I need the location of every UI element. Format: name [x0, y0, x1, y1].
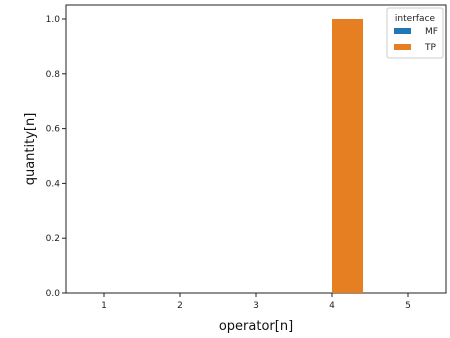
y-tick-label: 0.0: [46, 289, 61, 299]
x-tick-label: 1: [101, 301, 107, 311]
plot-area: [65, 4, 447, 294]
y-tick-label: 0.6: [46, 125, 61, 135]
y-axis-label: quantity[n]: [23, 113, 38, 186]
x-axis: 1 2 3 4 5: [101, 293, 411, 311]
bars-group: [332, 19, 363, 293]
y-tick-label: 1.0: [46, 15, 61, 25]
y-tick-label: 0.4: [46, 179, 61, 189]
legend-label-tp: TP: [424, 43, 436, 53]
legend-label-mf: MF: [425, 27, 438, 37]
legend-swatch-tp: [394, 44, 411, 50]
y-axis: 0.0 0.2 0.4 0.6 0.8 1.0: [46, 15, 66, 299]
legend-swatch-mf: [394, 28, 411, 34]
y-tick-label: 0.2: [46, 234, 60, 244]
legend: interface MF TP: [386, 7, 444, 59]
x-tick-label: 2: [177, 301, 183, 311]
legend-title: interface: [395, 14, 436, 24]
x-axis-label: operator[n]: [219, 319, 293, 334]
x-tick-label: 5: [405, 301, 411, 311]
bar-tp-4: [332, 19, 363, 293]
y-tick-label: 0.8: [46, 70, 61, 80]
x-tick-label: 4: [329, 301, 335, 311]
x-tick-label: 3: [253, 301, 259, 311]
